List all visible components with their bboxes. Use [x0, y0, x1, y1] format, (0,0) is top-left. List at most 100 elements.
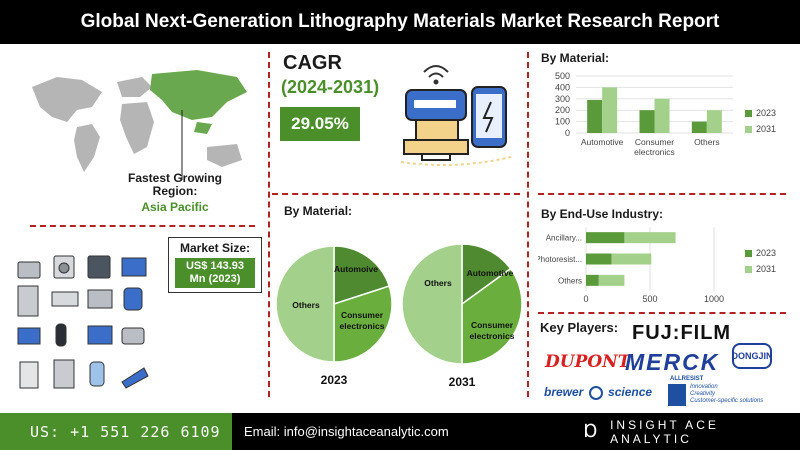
pie-year-label: 2023 [321, 373, 348, 387]
y-tick-label: Photoresist... [538, 255, 582, 264]
legend-label: 2031 [756, 124, 776, 134]
footer-brand: Ɒ INSIGHT ACE ANALYTIC [570, 413, 800, 450]
allresist-tag3: Customer-specific solutions [690, 398, 764, 404]
legend-swatch [745, 126, 752, 133]
fujifilm-logo: FUJ:FILM [632, 322, 732, 344]
pie-label: Others [424, 278, 452, 288]
bar-2023 [587, 99, 603, 133]
pie-slice [461, 243, 512, 306]
by-material-bar-title: By Material: [541, 51, 610, 65]
divider [538, 312, 786, 314]
pie-label: Others [292, 300, 320, 310]
cagr-years: (2024-2031) [281, 77, 380, 97]
x-tick-label: Others [694, 137, 720, 147]
divider [30, 225, 255, 227]
pie-slice [401, 243, 463, 365]
footer-phone[interactable]: US: +1 551 226 6109 [0, 413, 232, 450]
bar-2031 [654, 98, 670, 133]
x-tick-label: Automotive [581, 137, 624, 147]
divider [268, 52, 270, 397]
world-map-icon [32, 70, 247, 180]
bar-2023 [586, 274, 599, 286]
region-value: Asia Pacific [141, 200, 209, 214]
pie-label: Automoive [334, 264, 378, 274]
pie-label: Automotive [467, 268, 514, 278]
report-title: Global Next-Generation Lithography Mater… [0, 0, 800, 44]
pie-label: electronics [340, 321, 385, 331]
legend-swatch [745, 266, 752, 273]
by-end-use-bar-chart: 0 500 1000 Ancillary... Photoresist... Others… [538, 227, 776, 304]
legend-swatch [745, 250, 752, 257]
y-tick-label: 0 [565, 128, 570, 138]
region-label: Fastest Growing Region: [100, 172, 250, 198]
y-tick-label: 300 [555, 94, 570, 104]
market-size-label: Market Size: [179, 241, 251, 255]
science-text: science [608, 385, 653, 399]
cagr-title: CAGR [283, 52, 342, 74]
dongjin-logo-text: DONGJIN [731, 351, 773, 361]
legend-label: 2023 [756, 108, 776, 118]
by-material-pie-title: By Material: [284, 204, 353, 218]
brewer-text: brewer [544, 385, 584, 399]
allresist-tag2: Creativity [690, 391, 716, 397]
dongjin-logo: DONGJIN [731, 343, 773, 369]
divider [527, 52, 529, 397]
pie-slice [275, 245, 335, 363]
divider [538, 193, 786, 195]
y-tick-label: 200 [555, 105, 570, 115]
allresist-logo: ALLRESIST Innovation Creativity Customer… [668, 376, 768, 408]
market-size-value-line2: Mn (2023) [189, 273, 241, 285]
merck-logo: MERCK [625, 349, 720, 375]
footer-email[interactable]: Email: info@insightaceanalytic.com [232, 413, 570, 450]
pie-year-label: 2031 [449, 375, 476, 389]
market-size-value: US$ 143.93 Mn (2023) [175, 258, 255, 288]
allresist-tag1: Innovation [690, 384, 718, 390]
pie-label: electronics [470, 331, 515, 341]
legend-label: 2023 [756, 248, 776, 258]
footer-brand-text: INSIGHT ACE ANALYTIC [610, 417, 719, 446]
pie-slice [461, 267, 523, 365]
bar-2031 [598, 274, 625, 286]
legend-label: 2031 [756, 264, 776, 274]
key-players-title: Key Players: [540, 320, 619, 335]
appliance-icons [17, 255, 149, 389]
dupont-logo: DUPONT [545, 352, 631, 372]
market-size-box: Market Size: US$ 143.93 Mn (2023) [168, 237, 262, 293]
y-tick-label: Ancillary... [546, 234, 582, 243]
allresist-mark-icon [668, 384, 686, 406]
y-tick-label: 500 [555, 71, 570, 81]
x-tick-label: 500 [642, 294, 657, 304]
bar-2023 [639, 110, 655, 133]
pie-label: Consumer [341, 310, 384, 320]
region-label-line1: Fastest Growing [127, 171, 222, 185]
ace-icon: Ɒ [584, 421, 599, 441]
region-label-line2: Region: [152, 184, 198, 198]
divider [272, 193, 520, 195]
bar-2031 [602, 87, 618, 133]
bar-2023 [586, 232, 625, 244]
footer: US: +1 551 226 6109 Email: info@insighta… [0, 413, 800, 450]
bar-2031 [624, 232, 676, 244]
y-tick-label: 400 [555, 82, 570, 92]
bar-2023 [586, 253, 612, 265]
y-tick-label: Others [558, 276, 582, 285]
legend-swatch [745, 110, 752, 117]
bar-2031 [611, 253, 652, 265]
brewer-science-logo: brewer science [544, 385, 652, 400]
pie-label: Consumer [471, 320, 514, 330]
pie-slice [333, 285, 393, 363]
brewer-swoosh-icon [588, 385, 603, 400]
bar-2031 [706, 110, 722, 133]
bar-2023 [691, 121, 707, 133]
by-end-use-title: By End-Use Industry: [541, 207, 664, 221]
x-tick-label: Consumer [635, 137, 674, 147]
allresist-brand-text: ALLRESIST [670, 376, 704, 382]
market-size-value-line1: US$ 143.93 [185, 260, 245, 272]
x-tick-label: electronics [634, 147, 675, 157]
y-tick-label: 100 [555, 117, 570, 127]
cagr-value: 29.05% [280, 107, 360, 141]
router-phone-printer-illustration-icon [400, 65, 512, 167]
